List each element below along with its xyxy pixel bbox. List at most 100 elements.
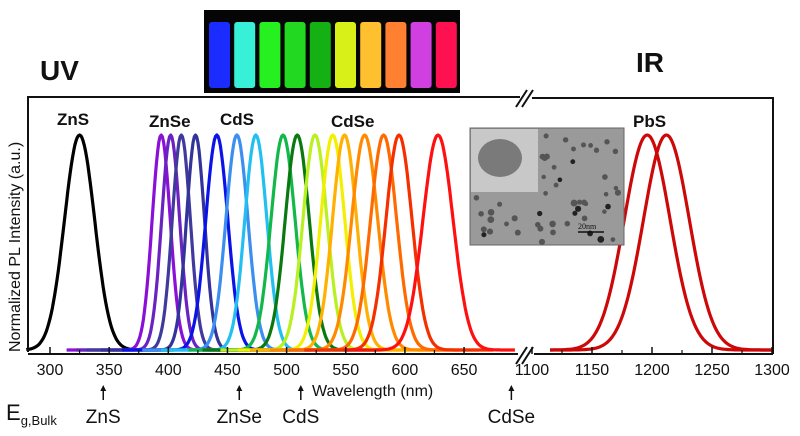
nanoparticle	[614, 189, 621, 196]
nanoparticle	[580, 142, 587, 148]
x-ticks: 300 350 400 450 500 550 600 650 1100 1150 1200 1250…	[37, 347, 790, 379]
axis-break-top	[515, 89, 534, 108]
nanoparticle	[613, 185, 619, 191]
label-zns: ZnS	[57, 110, 89, 129]
x-tick-label: 1150	[575, 362, 610, 379]
x-tick-label: 650	[451, 362, 478, 379]
nanoparticle	[550, 229, 556, 236]
nanoparticle	[571, 146, 576, 152]
tem-inset-image: 20nm	[469, 127, 625, 246]
x-axis-label: Wavelength (nm)	[312, 383, 433, 400]
nanoparticle	[497, 201, 503, 207]
series-line-pbs-2	[549, 133, 773, 352]
nanoparticle	[588, 142, 594, 148]
nanoparticle	[576, 199, 583, 205]
bandgap-arrows: ZnS ZnSe CdS CdSe	[86, 385, 535, 428]
nanoparticle	[602, 209, 607, 214]
vial	[435, 22, 457, 88]
nanoparticle	[481, 227, 486, 232]
nanoparticle	[612, 148, 619, 155]
scale-bar-label: 20nm	[578, 222, 597, 231]
nanoparticle	[605, 203, 611, 210]
nanoparticle	[549, 220, 556, 228]
nanoparticle	[597, 235, 605, 243]
nanoparticle	[575, 205, 582, 212]
vial	[385, 22, 407, 88]
nanoparticle	[610, 237, 616, 242]
nanoparticle	[572, 210, 578, 216]
frame-left-top	[27, 96, 520, 352]
vial	[335, 22, 356, 88]
nanoparticle	[511, 215, 518, 222]
nanoparticle	[487, 216, 495, 223]
nanoparticle	[543, 133, 549, 139]
x-tick-label: 1100	[515, 362, 550, 379]
nanoparticle	[473, 195, 480, 201]
bandgap-material-label: ZnSe	[217, 407, 262, 428]
nanoparticle	[551, 164, 557, 170]
nanoparticle	[593, 147, 600, 153]
bandgap-material-label: CdS	[282, 407, 319, 428]
x-tick-label: 1300	[754, 362, 790, 379]
nanoparticle	[603, 191, 609, 197]
nanoparticle	[604, 139, 610, 145]
bulk-bandgap-label: Eg,Bulk	[6, 400, 57, 428]
nanoparticle	[541, 155, 548, 162]
nanocrystal-lattice	[478, 139, 522, 177]
nanoparticle	[537, 210, 543, 217]
x-tick-label: 450	[214, 362, 241, 379]
bandgap-material-label: ZnS	[86, 407, 121, 428]
nanoparticle	[581, 215, 588, 222]
arrow-head-icon	[297, 385, 304, 391]
series-line-cdse-9	[343, 133, 516, 352]
x-tick-label: 600	[392, 362, 419, 379]
x-tick-label: 300	[37, 362, 64, 379]
vial	[209, 22, 230, 88]
x-tick-label: 1200	[634, 362, 670, 379]
label-pbs: PbS	[633, 112, 666, 131]
quantum-dot-vials-photo	[204, 10, 460, 93]
nanoparticle	[538, 238, 546, 245]
nanoparticle	[543, 191, 548, 196]
x-tick-label: 550	[332, 362, 359, 379]
vial	[360, 22, 382, 88]
vial	[259, 22, 281, 88]
nanoparticle	[537, 225, 544, 232]
vial	[410, 22, 432, 88]
arrow-head-icon	[236, 385, 243, 391]
nanoparticle	[570, 199, 578, 207]
vial	[284, 22, 306, 88]
bandgap-material-label: CdSe	[488, 407, 536, 428]
series-line-cdse-8	[303, 133, 494, 352]
arrow-head-icon	[508, 385, 515, 391]
x-tick-label: 400	[155, 362, 182, 379]
nanoparticle	[541, 174, 546, 180]
nanoparticle	[514, 229, 521, 236]
nanoparticle	[564, 220, 571, 227]
nanoparticle	[581, 199, 588, 206]
ir-region-label: IR	[636, 47, 664, 78]
label-cds: CdS	[220, 110, 254, 129]
nanoparticle	[570, 159, 576, 165]
uv-region-label: UV	[40, 55, 79, 86]
x-tick-label: 500	[273, 362, 300, 379]
nanoparticle	[553, 182, 559, 188]
series-line-pbs-1	[549, 133, 773, 352]
nanoparticle	[562, 137, 569, 143]
label-znse: ZnSe	[149, 112, 191, 131]
nanoparticle	[481, 232, 487, 238]
x-tick-label: 350	[96, 362, 123, 379]
vial	[309, 22, 331, 88]
nanoparticle	[557, 177, 563, 183]
y-axis-label: Normalized PL Intensity (a.u.)	[7, 142, 24, 352]
x-tick-label: 1250	[694, 362, 730, 379]
nanoparticle	[478, 211, 484, 217]
nanoparticle	[504, 221, 509, 227]
nanoparticle	[602, 174, 608, 180]
nanoparticle	[486, 228, 494, 235]
vial	[234, 22, 256, 88]
label-cdse: CdSe	[331, 112, 374, 131]
nanoparticle	[487, 208, 495, 216]
axis-break-bottom	[515, 346, 534, 365]
